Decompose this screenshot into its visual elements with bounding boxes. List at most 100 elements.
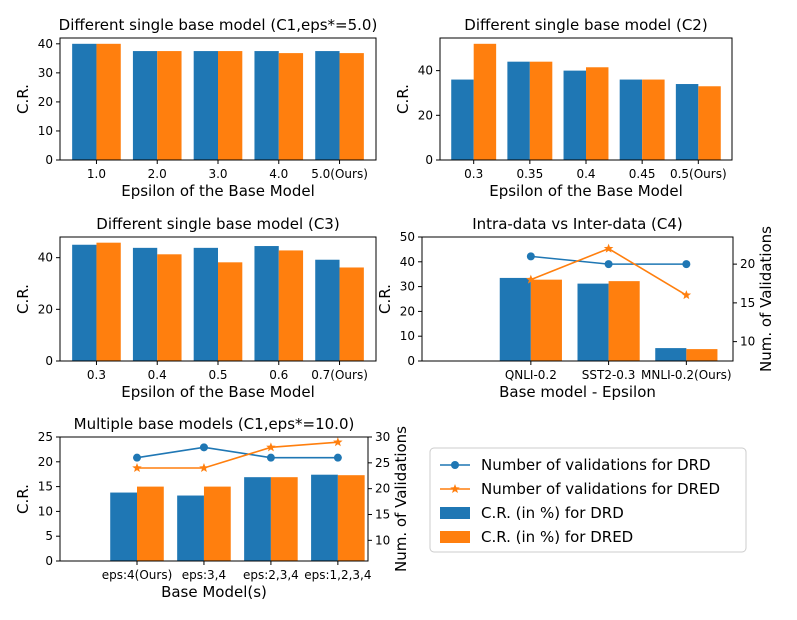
ytick-label: 20 — [400, 304, 415, 318]
legend-label: Number of validations for DRED — [481, 480, 720, 498]
bar-dred-0 — [530, 279, 562, 361]
ytick-label: 20 — [38, 302, 53, 316]
bar-dred-3 — [278, 250, 304, 361]
marker-star-0 — [526, 274, 536, 284]
y-axis-label: C.R. — [14, 84, 32, 114]
chart-c2: 0 20 40 0.3 0.35 0.4 0.45 0.5(Ours) Different si… — [394, 16, 733, 200]
ytick-label: 50 — [400, 230, 415, 244]
xtick-label: 0.35 — [516, 167, 543, 181]
plot-frame — [421, 236, 734, 362]
bar-dred-4 — [339, 267, 364, 361]
legend: Number of validations for DRD Number of v… — [429, 447, 747, 553]
bar-drd-4 — [315, 259, 340, 361]
xtick-label: eps:4(Ours) — [102, 568, 173, 582]
bar-drd-3 — [254, 246, 279, 361]
x-axis-label: Base Model(s) — [161, 583, 267, 601]
bar-drd-4 — [315, 51, 340, 160]
legend-box — [429, 447, 747, 553]
xtick-label: 0.5 — [208, 368, 227, 382]
marker-circle-1 — [604, 260, 613, 269]
bar-drd-0 — [72, 244, 97, 361]
bar-dred-4 — [339, 53, 364, 160]
ytick-label: 30 — [400, 280, 415, 294]
bar-drd-3 — [254, 51, 279, 160]
marker-circle-3 — [333, 453, 342, 462]
xtick-label: 0.5(Ours) — [670, 167, 727, 181]
marker-circle-0 — [526, 252, 535, 261]
xtick-label: eps:1,2,3,4 — [304, 568, 371, 582]
xtick-label: SST2-0.3 — [582, 368, 636, 382]
y2tick-label: 10 — [740, 335, 755, 349]
y2tick-label: 10 — [375, 533, 390, 547]
bar-drd-3 — [311, 474, 338, 561]
y-axis-label: C.R. — [376, 284, 394, 314]
y-axis-label: C.R. — [14, 484, 32, 514]
line-drd — [136, 446, 338, 459]
bar-drd-4 — [675, 84, 699, 160]
bar-dred-1 — [157, 254, 182, 361]
xtick-label: 0.4 — [148, 368, 167, 382]
bar-dred-1 — [157, 51, 182, 160]
x-axis-label: Base model - Epsilon — [499, 383, 656, 401]
chart-title: Intra-data vs Inter-data (C4) — [472, 215, 683, 233]
xtick-label: 0.4 — [576, 167, 595, 181]
chart-c5: 0 5 10 15 20 25 10 15 20 25 30 eps:4(Ours) eps:3,4 ep… — [14, 415, 410, 601]
legend-bar-swatch — [440, 507, 470, 519]
marker-circle-2 — [266, 453, 275, 462]
ytick-label: 30 — [38, 66, 53, 80]
ytick-label: 20 — [418, 108, 433, 122]
legend-bar-swatch — [440, 531, 470, 543]
legend-entry: C.R. (in %) for DRED — [440, 528, 633, 546]
bar-drd-1 — [177, 495, 204, 561]
ytick-label: 10 — [400, 329, 415, 343]
bar-dred-1 — [608, 281, 640, 361]
xtick-label: MNLI-0.2(Ours) — [641, 368, 732, 382]
ytick-label: 10 — [38, 124, 53, 138]
legend-star-marker — [450, 484, 460, 494]
y2tick-label: 15 — [375, 508, 390, 522]
bar-dred-2 — [218, 51, 243, 160]
marker-star-3 — [333, 437, 343, 447]
bar-drd-0 — [499, 277, 531, 361]
x-axis-label: Epsilon of the Base Model — [489, 182, 683, 200]
marker-circle-1 — [199, 443, 208, 452]
legend-label: C.R. (in %) for DRED — [481, 528, 633, 546]
ytick-label: 40 — [400, 255, 415, 269]
xtick-label: QNLI-0.2 — [505, 368, 557, 382]
bar-dred-0 — [473, 43, 497, 161]
bar-dred-2 — [686, 349, 718, 361]
bar-dred-2 — [218, 262, 243, 361]
chart-c3: 0 20 40 0.3 0.4 0.5 0.6 0.7(Ours) Different sing… — [14, 215, 377, 401]
bar-dred-1 — [529, 61, 553, 160]
bar-drd-2 — [244, 477, 271, 561]
bar-dred-2 — [270, 477, 298, 561]
marker-star-2 — [681, 290, 692, 300]
xtick-label: eps:3,4 — [182, 568, 226, 582]
bar-dred-0 — [96, 43, 121, 161]
y2tick-label: 20 — [740, 257, 755, 271]
y2-axis-label: Num. of Validations — [757, 226, 775, 372]
bar-dred-3 — [337, 475, 365, 561]
plot-frame — [59, 436, 369, 562]
marker-star-1 — [199, 463, 209, 473]
bar-drd-2 — [655, 348, 687, 361]
ytick-label: 5 — [45, 529, 53, 543]
legend-entry: Number of validations for DRD — [440, 456, 711, 474]
legend-entry: Number of validations for DRED — [440, 480, 720, 498]
ytick-label: 0 — [45, 554, 53, 568]
y2tick-label: 20 — [375, 482, 390, 496]
bar-dred-0 — [96, 242, 121, 361]
y-axis-label: C.R. — [394, 84, 412, 114]
bar-drd-2 — [193, 51, 218, 160]
chart-title: Different single base model (C3) — [96, 215, 339, 233]
marker-circle-2 — [682, 260, 691, 269]
chart-title: Different single base model (C2) — [464, 16, 707, 34]
ytick-label: 0 — [45, 153, 53, 167]
bar-drd-2 — [193, 247, 218, 361]
bar-dred-1 — [203, 486, 231, 561]
xtick-label: 3.0 — [208, 167, 227, 181]
bar-drd-1 — [132, 247, 158, 361]
bar-drd-1 — [577, 283, 609, 361]
bar-drd-0 — [451, 79, 474, 160]
y2tick-label: 30 — [375, 430, 390, 444]
